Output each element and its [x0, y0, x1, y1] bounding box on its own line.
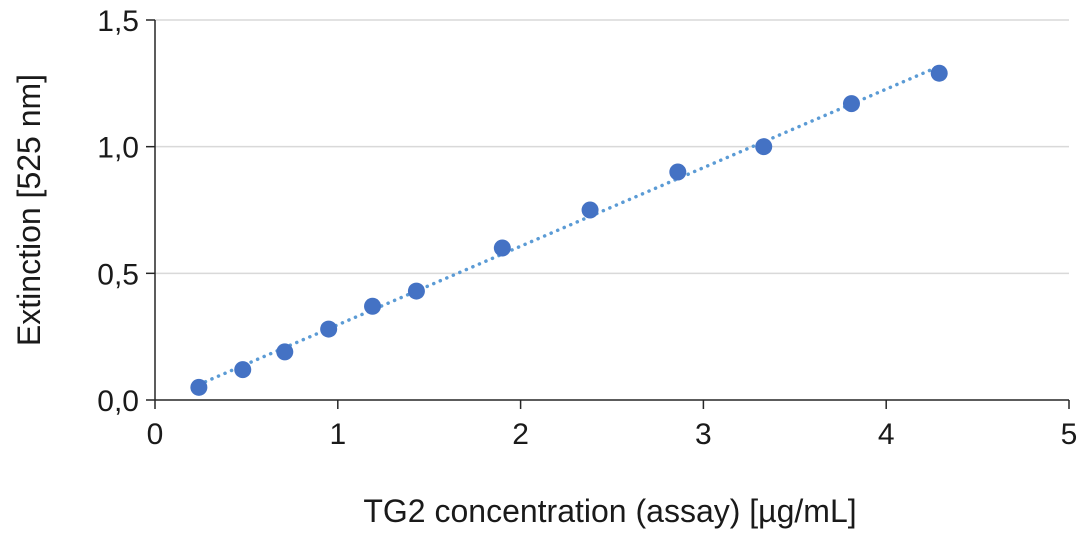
data-point — [755, 138, 773, 156]
gridlines — [155, 19, 1069, 275]
y-tick-label: 1,0 — [97, 132, 139, 165]
axes — [146, 19, 1070, 409]
x-axis-title: TG2 concentration (assay) [µg/mL] — [363, 493, 856, 529]
x-tick-label: 2 — [512, 418, 529, 451]
x-tick-label: 0 — [147, 418, 164, 451]
data-point — [493, 239, 511, 257]
x-tick-label: 5 — [1061, 418, 1078, 451]
trendline — [197, 64, 941, 387]
trendline-layer — [197, 64, 941, 387]
y-tick-label: 0,5 — [97, 258, 139, 291]
y-tick-label: 0,0 — [97, 385, 139, 418]
data-points — [190, 64, 948, 396]
x-tick-label: 3 — [695, 418, 712, 451]
data-point — [190, 378, 208, 396]
tick-labels: 0,0 0,5 1,0 1,5 0 1 2 3 4 5 — [97, 5, 1077, 451]
data-point — [581, 201, 599, 219]
y-axis-title: Extinction [525 nm] — [11, 74, 47, 346]
x-tick-label: 4 — [878, 418, 895, 451]
data-point — [234, 361, 252, 379]
data-point — [364, 297, 382, 315]
data-point — [407, 282, 425, 300]
data-point — [320, 320, 338, 338]
data-point — [930, 64, 948, 82]
data-point — [276, 343, 294, 361]
data-point — [669, 163, 687, 181]
x-tick-label: 1 — [329, 418, 346, 451]
y-tick-label: 1,5 — [97, 5, 139, 38]
data-point — [842, 95, 860, 113]
